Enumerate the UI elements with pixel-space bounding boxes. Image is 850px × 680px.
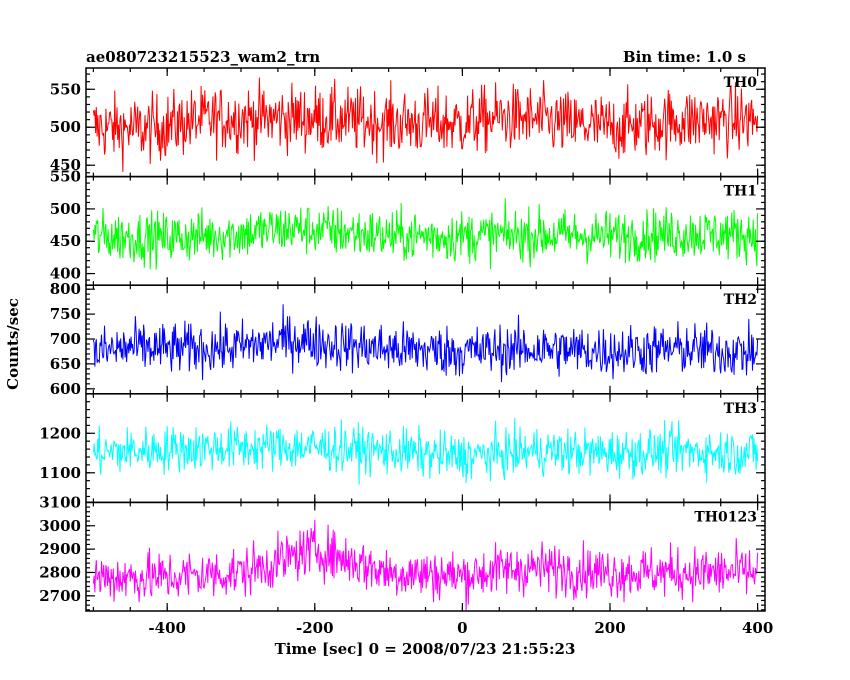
y-tick-label: 700 [50, 330, 81, 348]
y-tick-label: 1200 [39, 424, 81, 442]
y-tick-label: 500 [50, 200, 81, 218]
panel-label: TH2 [724, 292, 757, 308]
y-tick-label: 500 [50, 118, 81, 136]
y-tick-label: 2700 [39, 587, 81, 605]
y-tick-label: 400 [50, 265, 81, 283]
x-tick-label: -400 [148, 619, 186, 637]
x-tick-label: -200 [296, 619, 334, 637]
panel-th0: 450 500 550 TH0 [50, 67, 766, 178]
y-tick-label: 750 [50, 305, 81, 323]
y-tick-label: 3000 [39, 517, 81, 535]
x-tick-label: 200 [594, 619, 625, 637]
y-tick-label: 450 [50, 232, 81, 250]
y-axis-label: Counts/sec [4, 298, 22, 390]
panel-label: TH3 [724, 401, 757, 417]
y-tick-label: 2900 [39, 540, 81, 558]
panel-th2: 600 650 700 750 800 TH2 [50, 280, 766, 398]
series-line-th3 [92, 417, 759, 485]
y-tick-label: 650 [50, 355, 81, 373]
y-tick-label: 800 [50, 280, 81, 298]
chart-title: ae080723215523_wam2_trn [86, 48, 320, 66]
panel-th1: 400 450 500 550 TH1 [50, 168, 766, 286]
panel-frame [85, 501, 766, 612]
series-line-th1 [92, 198, 759, 270]
y-tick-label: 450 [50, 156, 81, 174]
panel-label: TH0123 [694, 509, 757, 525]
x-tick-label: 0 [457, 619, 467, 637]
x-axis-label: Time [sec] 0 = 2008/07/23 21:55:23 [275, 640, 576, 658]
panels: 450 500 550 TH0 400 450 500 550 TH1 600 650 700 750 8… [39, 67, 766, 612]
bin-time-label: Bin time: 1.0 s [623, 48, 746, 66]
y-tick-label: 600 [50, 380, 81, 398]
series-line-th0 [92, 77, 759, 172]
panel-label: TH0 [724, 75, 758, 91]
x-tick-label: 400 [742, 619, 773, 637]
panel-th3: 1100 1200 TH3 [39, 393, 766, 504]
series-line-th2 [92, 304, 759, 383]
y-tick-label: 550 [50, 80, 81, 98]
x-axis: -400 -200 0 200 400 [148, 619, 773, 637]
y-tick-label: 3100 [39, 493, 81, 511]
y-tick-label: 1100 [39, 464, 81, 482]
series-line-th0123 [92, 519, 759, 611]
panel-label: TH1 [724, 184, 757, 200]
y-tick-label: 550 [50, 168, 81, 186]
panel-th0123: 2700 2800 2900 3000 3100 TH0123 [39, 493, 766, 612]
y-tick-label: 2800 [39, 563, 81, 581]
